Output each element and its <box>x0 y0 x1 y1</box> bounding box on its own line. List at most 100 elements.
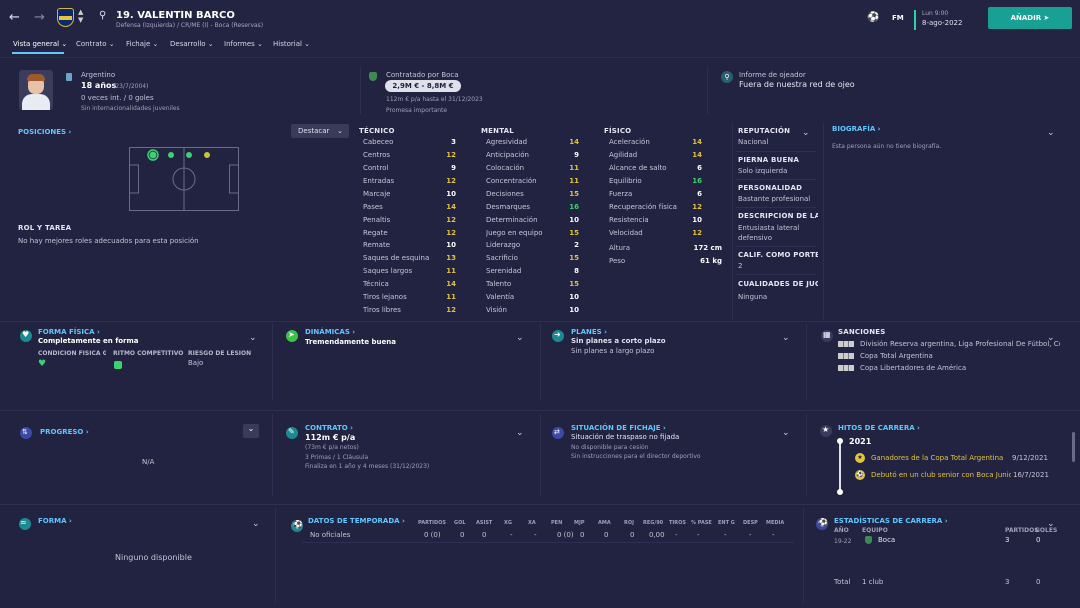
tab-historial[interactable]: Historial ⌄ <box>273 40 311 48</box>
attribute-label: Saques largos <box>363 267 413 276</box>
transfer-status-link[interactable]: SITUACIÓN DE FICHAJE › <box>571 424 666 432</box>
sanction-item: Copa Libertadores de América <box>860 364 967 372</box>
club-crest-icon <box>369 72 377 81</box>
chevron-down-icon[interactable]: ⌄ <box>802 128 810 138</box>
season-cell: - <box>724 531 727 539</box>
season-stats-link[interactable]: DATOS DE TEMPORADA › <box>308 517 405 525</box>
injury-risk-value: Bajo <box>188 359 204 367</box>
positions-link[interactable]: POSICIONES › <box>18 128 72 136</box>
weight-label: Peso <box>609 257 626 265</box>
transfer-icon: ⇄ <box>552 427 564 439</box>
attribute-label: Agilidad <box>609 150 638 159</box>
tab-vista-general[interactable]: Vista general ⌄ <box>13 40 68 48</box>
chevron-down-icon[interactable]: ⌄ <box>249 333 257 343</box>
season-col-header: GOL <box>454 520 466 526</box>
chevron-updown-icon[interactable]: ▲ ▼ <box>78 8 84 24</box>
fm-logo[interactable]: FM <box>892 14 904 22</box>
timeline-dot <box>837 489 843 495</box>
career-goals: 0 <box>1036 536 1041 544</box>
attribute-label: Resistencia <box>609 215 649 224</box>
boca-crest-icon[interactable] <box>57 8 74 27</box>
season-cell: - <box>534 531 537 539</box>
attribute-value: 16 <box>569 202 579 211</box>
career-total-matches: 3 <box>1005 578 1010 586</box>
milestone-date: 9/12/2021 <box>1012 454 1048 462</box>
search-icon[interactable]: ⚲ <box>99 10 107 21</box>
career-stats-link[interactable]: ESTADÍSTICAS DE CARRERA › <box>834 517 948 525</box>
sanctions-icon: ▦ <box>821 330 833 342</box>
chevron-down-icon[interactable]: ⌄ <box>1047 128 1055 138</box>
attribute-label: Talento <box>486 280 512 289</box>
add-button[interactable]: AÑADIR ➤ <box>988 7 1072 29</box>
dynamics-icon: ➤ <box>286 330 298 342</box>
milestones-link[interactable]: HITOS DE CARRERA › <box>838 424 920 432</box>
season-col-header: PEN <box>551 520 563 526</box>
attribute-label: Tiros lejanos <box>363 293 407 302</box>
pitch-diagram[interactable] <box>129 147 239 211</box>
biography-link[interactable]: BIOGRAFÍA › <box>832 125 881 133</box>
attribute-label: Saques de esquina <box>363 254 430 263</box>
sharpness-icon <box>114 361 122 369</box>
progress-value: N/A <box>142 458 155 466</box>
milestone-year: 2021 <box>849 437 872 446</box>
attribute-value: 11 <box>446 267 456 276</box>
season-cell: 0 (0) <box>424 531 441 539</box>
attribute-label: Entradas <box>363 176 395 185</box>
attribute-value: 10 <box>446 241 456 250</box>
value-pill[interactable]: 2,9M € - 8,8M € <box>385 80 461 92</box>
attribute-value: 16 <box>692 176 702 185</box>
plans-link[interactable]: PLANES › <box>571 328 608 336</box>
dynamics-link[interactable]: DINÁMICAS › <box>305 328 356 336</box>
attribute-label: Alcance de salto <box>609 163 667 172</box>
tab-informes[interactable]: Informes ⌄ <box>224 40 263 48</box>
attribute-value: 9 <box>574 150 579 159</box>
weight-value: 61 kg <box>700 257 722 265</box>
milestones-scrollbar[interactable] <box>1072 432 1075 462</box>
form-link[interactable]: FORMA › <box>38 517 72 525</box>
attribute-label: Remate <box>363 241 391 250</box>
dob: (23/7/2004) <box>113 83 149 90</box>
career-team[interactable]: Boca <box>878 536 896 544</box>
season-row-label: No oficiales <box>310 531 351 539</box>
progress-link[interactable]: PROGRESO › <box>40 428 89 436</box>
attribute-label: Agresividad <box>486 138 528 146</box>
progress-dropdown[interactable]: ⌄ <box>243 424 259 438</box>
career-total-goals: 0 <box>1036 578 1041 586</box>
forward-arrow-icon[interactable]: → <box>34 10 45 25</box>
chevron-down-icon[interactable]: ⌄ <box>782 333 790 343</box>
chevron-down-icon[interactable]: ⌄ <box>782 428 790 438</box>
plans-icon: ➜ <box>552 330 564 342</box>
attribute-value: 10 <box>692 215 702 224</box>
trophy-milestone-icon: ★ <box>855 453 865 463</box>
highlight-dropdown[interactable]: Destacar ⌄ <box>291 124 349 138</box>
promise: Promesa importante <box>386 107 448 114</box>
condition-heart-icon: ♥ <box>38 359 47 369</box>
attribute-value: 14 <box>692 138 702 146</box>
chevron-down-icon[interactable]: ⌄ <box>1047 519 1055 529</box>
transfer-loan: No disponible para cesión <box>571 444 649 451</box>
chevron-down-icon[interactable]: ⌄ <box>252 519 260 529</box>
chevron-down-icon[interactable]: ⌄ <box>1047 333 1055 343</box>
attribute-label: Técnica <box>363 280 389 289</box>
chevron-down-icon[interactable]: ⌄ <box>516 333 524 343</box>
back-arrow-icon[interactable]: ← <box>9 10 20 25</box>
transfer-status: Situación de traspaso no fijada <box>571 433 680 441</box>
fitness-value: Completamente en forma <box>38 337 139 345</box>
attribute-value: 12 <box>446 176 456 185</box>
tab-contrato[interactable]: Contrato ⌄ <box>76 40 115 48</box>
fitness-link[interactable]: FORMA FÍSICA › <box>38 328 100 336</box>
season-col-header: ROJ <box>624 520 634 526</box>
scout-label: Informe de ojeador <box>739 71 806 79</box>
player-avatar[interactable] <box>19 70 53 110</box>
player-name: 19. VALENTÍN BARCO <box>116 10 235 21</box>
season-cell: - <box>749 531 752 539</box>
tab-fichaje[interactable]: Fichaje ⌄ <box>126 40 159 48</box>
tab-desarrollo[interactable]: Desarrollo ⌄ <box>170 40 214 48</box>
ball-icon[interactable]: ⚽ <box>867 12 880 23</box>
attribute-label: Determinación <box>486 215 538 224</box>
chevron-down-icon[interactable]: ⌄ <box>516 428 524 438</box>
contract-link[interactable]: CONTRATO › <box>305 424 354 432</box>
attribute-value: 6 <box>697 189 702 198</box>
physical-title: FÍSICO <box>604 127 632 135</box>
attribute-label: Colocación <box>486 163 525 172</box>
